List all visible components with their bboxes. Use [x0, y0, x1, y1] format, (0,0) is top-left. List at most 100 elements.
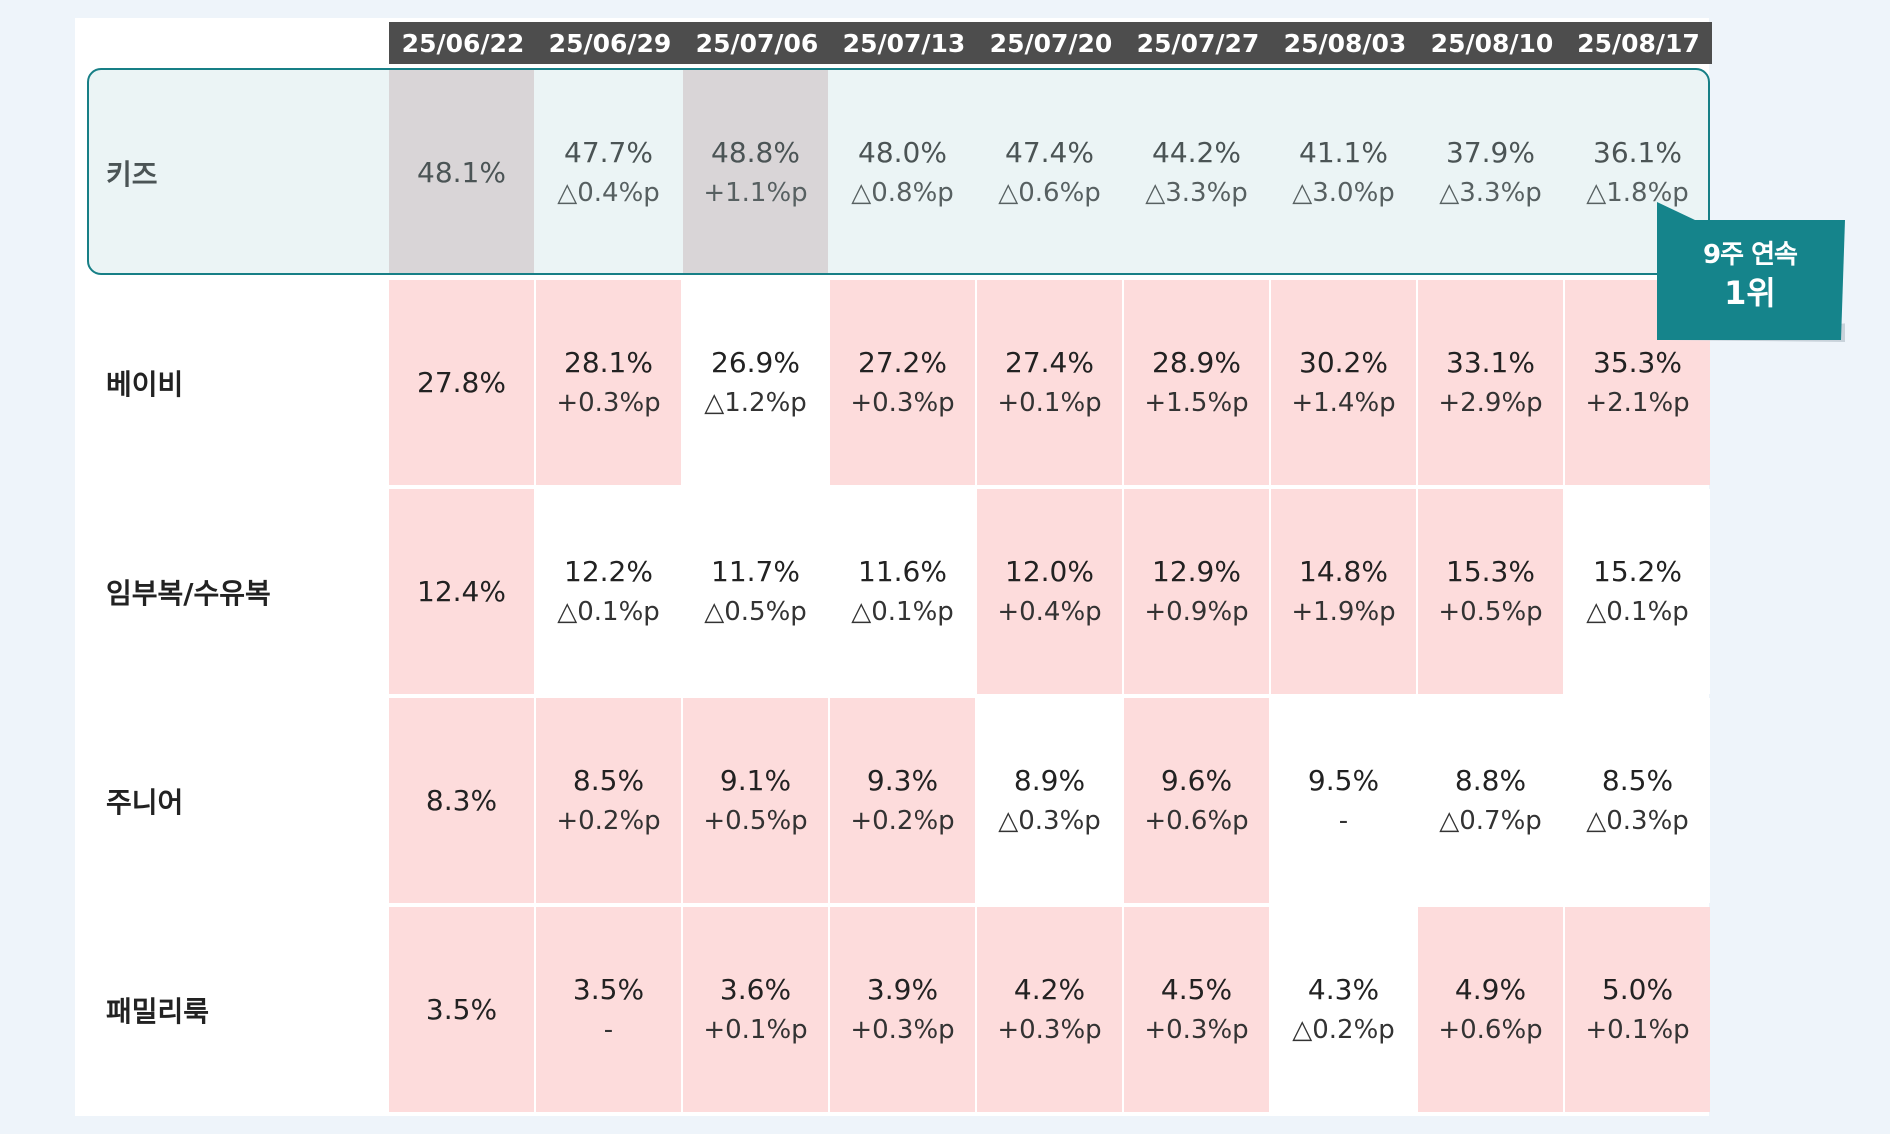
table-cell: 41.1% △3.0%p	[1271, 70, 1416, 275]
share-value: 33.1%	[1446, 345, 1535, 379]
share-value: 12.4%	[417, 574, 506, 608]
table-cell: 48.1%	[389, 70, 534, 275]
change-value: +2.1%p	[1585, 387, 1690, 418]
share-value: 36.1%	[1593, 135, 1682, 169]
change-value: △1.2%p	[704, 387, 807, 418]
change-value: +0.5%p	[1438, 596, 1543, 627]
change-value: △0.3%p	[1586, 805, 1689, 836]
share-value: 5.0%	[1601, 972, 1674, 1006]
column-header: 25/07/06	[683, 22, 831, 64]
change-value: +0.4%p	[997, 596, 1102, 627]
share-value: 9.1%	[719, 763, 792, 797]
share-value: 3.6%	[719, 972, 792, 1006]
table-cell: 3.5%	[389, 907, 534, 1112]
change-value: △3.3%p	[1145, 177, 1248, 208]
table-cell: 47.4% △0.6%p	[977, 70, 1122, 275]
row-label: 패밀리룩	[106, 994, 210, 1028]
change-value: △0.2%p	[1292, 1014, 1395, 1045]
callout-tip	[1657, 202, 1695, 220]
share-value: 28.1%	[564, 345, 653, 379]
row-label: 베이비	[106, 367, 184, 401]
callout-body	[1657, 220, 1845, 340]
change-value: +0.3%p	[850, 387, 955, 418]
share-value: 48.8%	[711, 135, 800, 169]
change-value: -	[603, 1014, 614, 1045]
change-value: +0.1%p	[703, 1014, 808, 1045]
share-value: 9.3%	[866, 763, 939, 797]
change-value: △3.0%p	[1292, 177, 1395, 208]
kids-row-highlight	[87, 68, 1710, 275]
share-value: 9.6%	[1160, 763, 1233, 797]
share-value: 48.0%	[858, 135, 947, 169]
share-value: 11.6%	[858, 554, 947, 588]
share-value: 11.7%	[711, 554, 800, 588]
row-label: 임부복/수유복	[106, 576, 271, 610]
table-cell: 5.0% +0.1%p	[1565, 907, 1710, 1112]
change-value: +1.5%p	[1144, 387, 1249, 418]
share-value: 35.3%	[1593, 345, 1682, 379]
change-value: +0.6%p	[1438, 1014, 1543, 1045]
table-cell: 9.6% +0.6%p	[1124, 698, 1269, 903]
column-header: 25/07/13	[830, 22, 978, 64]
share-value: 26.9%	[711, 345, 800, 379]
share-value: 37.9%	[1446, 135, 1535, 169]
change-value: +0.2%p	[556, 805, 661, 836]
table-cell: 11.6% △0.1%p	[830, 489, 975, 694]
row-label: 키즈	[106, 157, 158, 191]
share-value: 14.8%	[1299, 554, 1388, 588]
share-value: 12.0%	[1005, 554, 1094, 588]
callout-pointer	[1657, 202, 1695, 220]
table-cell: 8.9% △0.3%p	[977, 698, 1122, 903]
table-cell: 12.0% +0.4%p	[977, 489, 1122, 694]
table-cell: 36.1% △1.8%p	[1565, 70, 1710, 275]
table-cell: 15.3% +0.5%p	[1418, 489, 1563, 694]
change-value: △0.1%p	[851, 596, 954, 627]
callout-line2: 1위	[1724, 274, 1776, 312]
change-value: +1.9%p	[1291, 596, 1396, 627]
row-label: 주니어	[106, 785, 184, 819]
share-value: 4.5%	[1160, 972, 1233, 1006]
table-cell: 3.6% +0.1%p	[683, 907, 828, 1112]
share-value: 3.9%	[866, 972, 939, 1006]
share-value: 27.8%	[417, 365, 506, 399]
change-value: △0.1%p	[1586, 596, 1689, 627]
table-cell: 48.0% △0.8%p	[830, 70, 975, 275]
share-value: 28.9%	[1152, 345, 1241, 379]
share-value: 3.5%	[572, 972, 645, 1006]
share-value: 15.3%	[1446, 554, 1535, 588]
change-value: +0.2%p	[850, 805, 955, 836]
share-value: 27.2%	[858, 345, 947, 379]
table-cell: 44.2% △3.3%p	[1124, 70, 1269, 275]
table-cell: 28.9% +1.5%p	[1124, 280, 1269, 485]
table-cell: 15.2% △0.1%p	[1565, 489, 1710, 694]
column-header: 25/06/29	[536, 22, 684, 64]
column-header: 25/07/20	[977, 22, 1125, 64]
column-header: 25/08/03	[1271, 22, 1419, 64]
table-cell: 12.9% +0.9%p	[1124, 489, 1269, 694]
table-cell: 30.2% +1.4%p	[1271, 280, 1416, 485]
share-value: 8.3%	[425, 783, 498, 817]
share-value: 8.8%	[1454, 763, 1527, 797]
change-value: △1.8%p	[1586, 177, 1689, 208]
share-value: 41.1%	[1299, 135, 1388, 169]
change-value: -	[1338, 805, 1349, 836]
table-cell: 9.5% -	[1271, 698, 1416, 903]
change-value: +0.3%p	[1144, 1014, 1249, 1045]
table-cell: 4.3% △0.2%p	[1271, 907, 1416, 1112]
table-cell: 8.5% △0.3%p	[1565, 698, 1710, 903]
change-value: +2.9%p	[1438, 387, 1543, 418]
share-value: 8.5%	[1601, 763, 1674, 797]
column-header: 25/08/17	[1565, 22, 1712, 64]
column-header: 25/06/22	[389, 22, 537, 64]
table-cell: 3.5% -	[536, 907, 681, 1112]
table-cell: 28.1% +0.3%p	[536, 280, 681, 485]
share-value: 47.4%	[1005, 135, 1094, 169]
table-cell: 4.2% +0.3%p	[977, 907, 1122, 1112]
share-value: 4.9%	[1454, 972, 1527, 1006]
change-value: △3.3%p	[1439, 177, 1542, 208]
share-value: 30.2%	[1299, 345, 1388, 379]
change-value: △0.1%p	[557, 596, 660, 627]
share-value: 27.4%	[1005, 345, 1094, 379]
table-cell: 35.3% +2.1%p	[1565, 280, 1710, 485]
